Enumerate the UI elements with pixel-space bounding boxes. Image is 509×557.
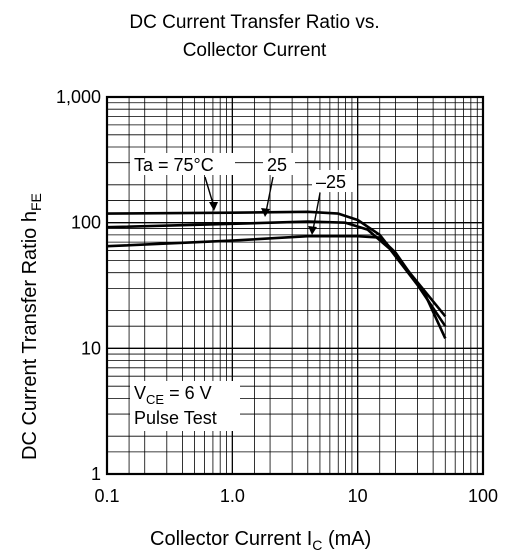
legend-label-m25: –25 bbox=[316, 172, 346, 192]
arrow-head-25 bbox=[261, 208, 270, 217]
y-tick-labels: 1 10 100 1,000 bbox=[56, 87, 101, 484]
series-line-3 bbox=[106, 234, 447, 339]
legend-box-25 bbox=[263, 153, 295, 175]
y-tick-label: 100 bbox=[71, 213, 101, 233]
legend-box-m25 bbox=[312, 170, 357, 192]
legend-box-75 bbox=[130, 153, 235, 175]
chart-title-line-2: Collector Current bbox=[182, 40, 327, 61]
x-tick-label: 10 bbox=[348, 486, 368, 506]
y-tick-label: 10 bbox=[81, 338, 101, 358]
x-axis-label: Collector Current IC (mA) bbox=[150, 528, 371, 553]
y-tick-label: 1,000 bbox=[56, 87, 101, 107]
pulse-test-label: Pulse Test bbox=[134, 408, 217, 428]
x-tick-labels: 0.1 1.0 10 100 bbox=[94, 486, 498, 506]
arrow-head-m25 bbox=[308, 226, 317, 235]
legend-label-25: 25 bbox=[267, 155, 287, 175]
x-tick-label: 0.1 bbox=[94, 486, 119, 506]
y-tick-label: 1 bbox=[91, 464, 101, 484]
arrow-head-75 bbox=[209, 202, 218, 211]
x-tick-label: 100 bbox=[468, 486, 498, 506]
chart-title-line-1: DC Current Transfer Ratio vs. bbox=[129, 12, 380, 33]
condition-box bbox=[130, 381, 240, 431]
leader-line-25 bbox=[265, 176, 274, 213]
legend-label-75: Ta = 75°C bbox=[134, 155, 214, 175]
data-curves bbox=[106, 210, 447, 339]
leader-line-m25 bbox=[312, 192, 321, 231]
y-axis-label: DC Current Transfer Ratio hFE bbox=[19, 193, 44, 460]
plot-frame bbox=[105, 95, 485, 476]
vce-label: VCE = 6 V bbox=[134, 383, 212, 407]
x-tick-label: 1.0 bbox=[220, 486, 245, 506]
series-line-1 bbox=[106, 210, 447, 318]
